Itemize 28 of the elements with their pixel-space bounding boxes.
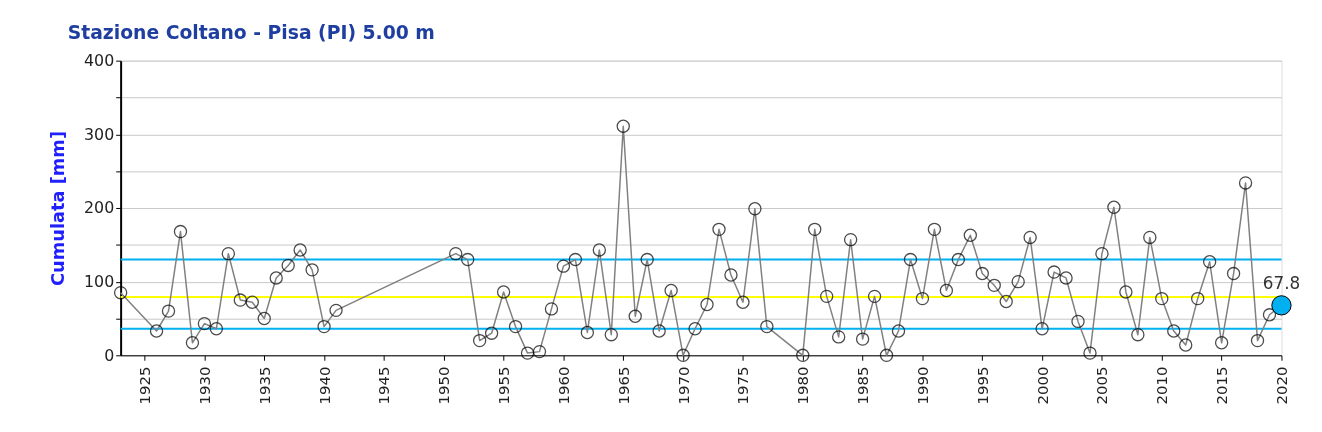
y-tick-label: 0: [104, 345, 115, 365]
x-tick-label: 1955: [495, 366, 513, 405]
x-tick-label: 1930: [195, 366, 213, 405]
y-tick-label: 200: [84, 198, 115, 218]
x-tick-label: 1990: [913, 366, 931, 405]
x-tick-label: 1940: [315, 366, 333, 405]
x-tick-label: 2000: [1033, 366, 1051, 405]
x-tick-label: 1965: [614, 366, 632, 405]
y-tick-label: 100: [84, 272, 115, 292]
x-tick-label: 2015: [1213, 366, 1231, 405]
data-label: 67.8: [1262, 272, 1301, 293]
x-tick-label: 1950: [435, 366, 453, 405]
x-tick-label: 1945: [375, 366, 393, 405]
x-tick-label: 1985: [854, 366, 872, 405]
x-tick-label: 2005: [1093, 366, 1111, 405]
x-tick-label: 2020: [1272, 366, 1290, 405]
y-tick-label: 300: [84, 124, 115, 144]
x-tick-label: 1980: [794, 366, 812, 405]
x-tick-label: 1935: [255, 366, 273, 405]
x-tick-label: 2010: [1153, 366, 1171, 405]
x-tick-label: 1970: [674, 366, 692, 405]
x-tick-label: 1975: [734, 366, 752, 405]
y-tick-label: 400: [84, 51, 115, 71]
y-axis-title: Cumulata [mm]: [47, 130, 69, 286]
x-tick-label: 1960: [554, 366, 572, 405]
x-tick-label: 1925: [136, 366, 153, 405]
chart-title: Stazione Coltano - Pisa (PI) 5.00 m: [67, 21, 435, 43]
x-tick-label: 1995: [973, 366, 991, 405]
